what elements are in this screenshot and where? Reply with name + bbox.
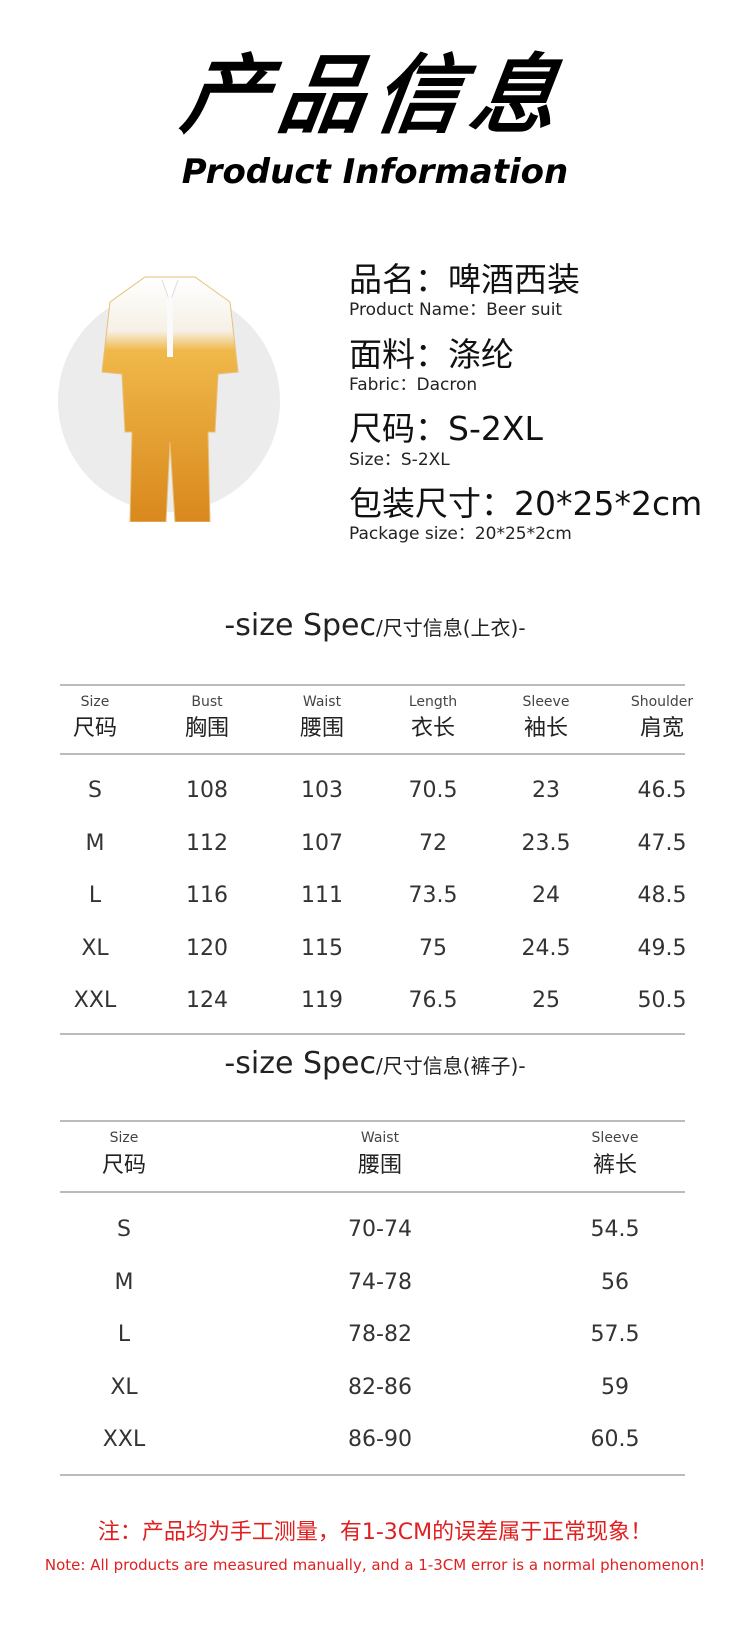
product-name-cn: 品名：啤酒西装 [349, 260, 580, 299]
table-cell: 86-90 [348, 1427, 412, 1452]
table-cell: 111 [301, 883, 343, 908]
table-cell: L [117, 1322, 131, 1347]
table-cell: 119 [301, 988, 343, 1013]
header-en: Size [109, 1130, 139, 1146]
header-cn: 胸围 [184, 716, 229, 741]
header-en: Length [408, 694, 458, 710]
table-cell: 124 [186, 988, 228, 1013]
table-cell: 48.5 [637, 883, 687, 908]
fabric-en: Fabric：Dacron [349, 374, 478, 395]
header-en: Sleeve [522, 694, 570, 710]
table-cell: 112 [186, 830, 228, 856]
table-cell: 59 [601, 1374, 629, 1400]
table-cell: 70-74 [348, 1217, 412, 1242]
table-cell: L [88, 883, 102, 908]
table-cell: 56 [601, 1269, 629, 1295]
beer-suit-image [101, 276, 239, 522]
table-cell: 23 [532, 778, 560, 803]
table-cell: 73.5 [408, 883, 458, 908]
header-cn: 袖长 [523, 716, 568, 741]
size-cn: 尺码：S-2XL [349, 409, 543, 449]
package-en: Package size：20*25*2cm [349, 524, 572, 545]
table-cell: 60.5 [590, 1427, 640, 1452]
table-cell: 74-78 [348, 1269, 412, 1295]
title-en: Product Information [181, 152, 569, 192]
title-en: -size Spec [224, 1046, 376, 1081]
header-en: Bust [191, 694, 223, 710]
table-cell: 76.5 [408, 988, 458, 1013]
table-cell: 49.5 [637, 935, 687, 961]
title-cn: 产品信息 [175, 46, 575, 146]
table-cell: XXL [102, 1427, 146, 1452]
table-cell: 116 [186, 883, 228, 908]
product-name-en: Product Name：Beer suit [349, 300, 563, 321]
divider [60, 684, 685, 686]
header-en: Waist [360, 1130, 400, 1146]
table-cell: 24.5 [521, 935, 571, 961]
table-cell: 120 [186, 935, 228, 961]
table-cell: 24 [532, 883, 560, 908]
divider [60, 1474, 685, 1476]
top-table-title: -size Spec/尺寸信息(上衣)- [0, 608, 750, 646]
product-info: 品名：啤酒西装 Product Name：Beer suit 面料：涤纶 Fab… [349, 260, 703, 561]
header-cn: 腰围 [357, 1153, 402, 1178]
table-cell: S [117, 1217, 131, 1242]
divider [60, 1191, 685, 1193]
header-cn: 裤长 [592, 1153, 637, 1178]
table-cell: 47.5 [637, 830, 687, 856]
table-cell: 115 [301, 935, 343, 961]
header-en: Waist [302, 694, 342, 710]
header-en: Shoulder [630, 694, 694, 710]
header-en: Sleeve [591, 1130, 639, 1146]
table-cell: 25 [532, 988, 560, 1013]
table-cell: 108 [186, 778, 228, 803]
table-cell: 107 [301, 830, 343, 856]
table-cell: 54.5 [590, 1217, 640, 1242]
table-cell: 70.5 [408, 778, 458, 803]
note-cn: 注：产品均为手工测量，有1-3CM的误差属于正常现象！ [97, 1520, 653, 1545]
table-cell: 46.5 [637, 778, 687, 803]
table-cell: 72 [419, 830, 447, 856]
header-cn: 肩宽 [639, 716, 684, 741]
size-en: Size：S-2XL [349, 449, 450, 470]
header-cn: 腰围 [299, 716, 344, 741]
divider [60, 753, 685, 755]
table-cell: XL [81, 935, 109, 961]
table-cell: 103 [301, 778, 343, 803]
title-cn: /尺寸信息(上衣)- [376, 616, 526, 640]
package-cn: 包装尺寸：20*25*2cm [349, 484, 703, 524]
title-en: -size Spec [224, 608, 376, 643]
table-cell: 82-86 [348, 1374, 412, 1400]
table-cell: S [88, 778, 102, 803]
table-cell: XXL [73, 988, 117, 1013]
title-cn: /尺寸信息(裤子)- [376, 1054, 526, 1078]
table-cell: 57.5 [590, 1322, 640, 1347]
header-cn: 衣长 [410, 716, 455, 741]
header-cn: 尺码 [101, 1153, 146, 1178]
divider [60, 1120, 685, 1122]
table-cell: M [114, 1269, 134, 1295]
header-cn: 尺码 [72, 716, 117, 741]
table-cell: M [85, 830, 105, 856]
header-en: Size [80, 694, 110, 710]
table-cell: 23.5 [521, 830, 571, 856]
note-en: Note: All products are measured manually… [44, 1556, 706, 1574]
divider [60, 1033, 685, 1035]
table-cell: 50.5 [637, 988, 687, 1013]
table-cell: 78-82 [348, 1322, 412, 1347]
fabric-cn: 面料：涤纶 [349, 334, 514, 374]
pants-table-title: -size Spec/尺寸信息(裤子)- [0, 1046, 750, 1084]
table-cell: 75 [419, 935, 447, 961]
table-cell: XL [110, 1374, 138, 1400]
